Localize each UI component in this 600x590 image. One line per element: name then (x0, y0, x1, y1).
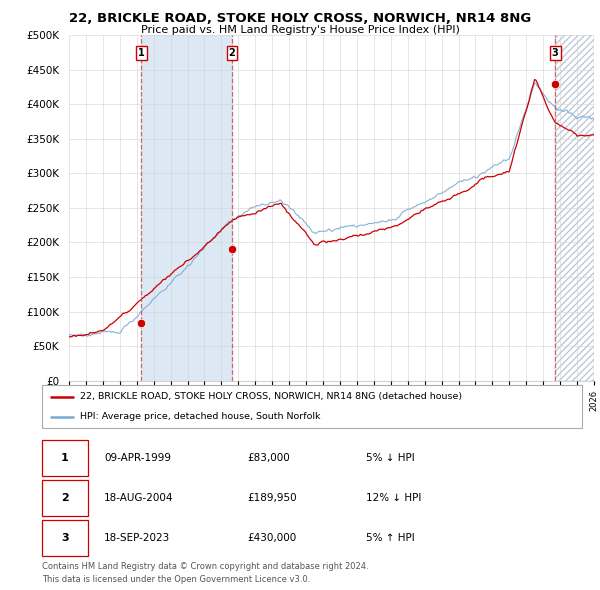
Text: This data is licensed under the Open Government Licence v3.0.: This data is licensed under the Open Gov… (42, 575, 310, 584)
Text: 5% ↑ HPI: 5% ↑ HPI (366, 533, 415, 543)
Text: HPI: Average price, detached house, South Norfolk: HPI: Average price, detached house, Sout… (80, 412, 320, 421)
Text: 09-APR-1999: 09-APR-1999 (104, 453, 171, 463)
Text: £83,000: £83,000 (247, 453, 290, 463)
Text: Price paid vs. HM Land Registry's House Price Index (HPI): Price paid vs. HM Land Registry's House … (140, 25, 460, 35)
Text: 2: 2 (61, 493, 69, 503)
FancyBboxPatch shape (42, 480, 88, 516)
Text: £430,000: £430,000 (247, 533, 296, 543)
Text: 2: 2 (229, 48, 235, 58)
FancyBboxPatch shape (42, 520, 88, 556)
Text: 18-SEP-2023: 18-SEP-2023 (104, 533, 170, 543)
Text: 1: 1 (61, 453, 69, 463)
Text: 22, BRICKLE ROAD, STOKE HOLY CROSS, NORWICH, NR14 8NG (detached house): 22, BRICKLE ROAD, STOKE HOLY CROSS, NORW… (80, 392, 462, 401)
Bar (555, 35, 594, 381)
Text: £189,950: £189,950 (247, 493, 297, 503)
Text: 5% ↓ HPI: 5% ↓ HPI (366, 453, 415, 463)
Text: 22, BRICKLE ROAD, STOKE HOLY CROSS, NORWICH, NR14 8NG: 22, BRICKLE ROAD, STOKE HOLY CROSS, NORW… (69, 12, 531, 25)
Text: 1: 1 (138, 48, 145, 58)
FancyBboxPatch shape (42, 440, 88, 476)
Text: 3: 3 (552, 48, 559, 58)
Text: Contains HM Land Registry data © Crown copyright and database right 2024.: Contains HM Land Registry data © Crown c… (42, 562, 368, 571)
Text: 18-AUG-2004: 18-AUG-2004 (104, 493, 173, 503)
Bar (142, 35, 232, 381)
Bar (555, 35, 594, 381)
Text: 3: 3 (61, 533, 69, 543)
Text: 12% ↓ HPI: 12% ↓ HPI (366, 493, 421, 503)
